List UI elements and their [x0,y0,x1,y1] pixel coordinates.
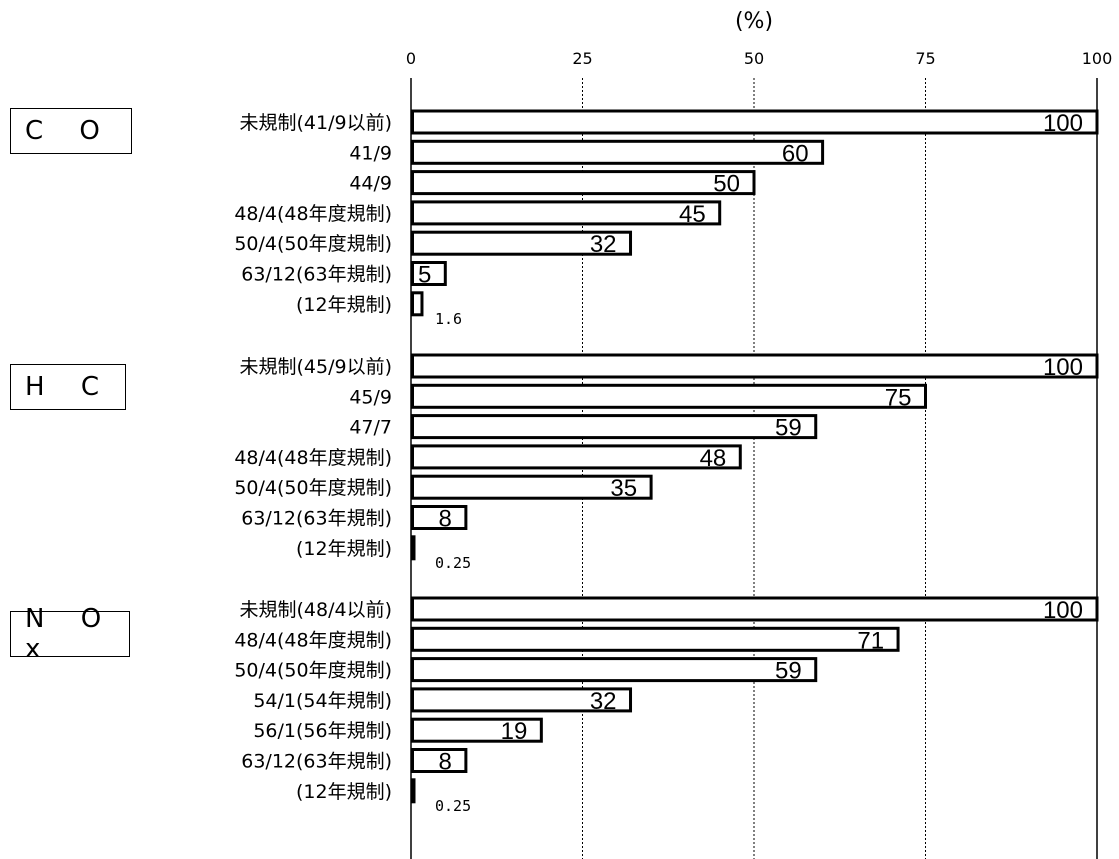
bar [411,444,742,470]
category-label: 未規制(41/9以前) [240,112,393,134]
value-label: 59 [775,415,802,442]
value-label: 100 [1043,354,1083,381]
value-label: 59 [775,658,802,685]
category-label: 63/12(63年規制) [241,264,392,286]
bar [411,261,447,286]
bar [411,596,1099,622]
x-tick-label: 0 [406,49,416,68]
bar [411,717,543,743]
value-label: 75 [885,384,912,411]
bar [411,291,424,317]
value-label: 48 [700,445,727,472]
bar [411,748,468,773]
bar [411,505,468,530]
category-label: 41/9 [349,142,392,164]
category-label: 54/1(54年規制) [253,690,392,712]
x-tick-label: 75 [915,49,935,68]
group-label-co: C O [10,108,132,154]
category-label: 50/4(50年度規制) [234,660,392,682]
bar [411,139,825,165]
unit-label: (%) [735,9,773,34]
bar [411,535,416,561]
bar [411,170,756,196]
bars: 100 60 50 45 32 5 1.6 100 75 59 48 35 8 0.25 100 71 59 32… [411,109,1099,815]
category-label: 44/9 [349,173,392,195]
category-label: 63/12(63年規制) [241,508,392,530]
category-label: 48/4(48年度規制) [234,629,392,651]
category-label: (12年規制) [296,294,392,316]
x-tick-label: 100 [1082,49,1113,68]
value-label: 1.6 [435,310,462,328]
value-label: 100 [1043,110,1083,137]
category-labels: 未規制(41/9以前) 41/9 44/9 48/4(48年度規制) 50/4(50年度… [234,112,392,803]
value-label: 35 [610,475,637,502]
value-label: 100 [1043,597,1083,624]
group-label-nox: N O x [10,604,130,664]
value-label: 32 [590,231,617,258]
x-tick-label: 25 [572,49,592,68]
category-label: (12年規制) [296,538,392,560]
category-label: 48/4(48年度規制) [234,203,392,225]
bar [411,414,818,440]
value-label: 0.25 [435,797,471,815]
category-label: 未規制(48/4以前) [240,599,393,621]
category-label: 未規制(45/9以前) [240,356,393,378]
bar [411,109,1099,135]
x-tick-label: 50 [744,49,764,68]
value-label: 60 [782,140,809,167]
category-label: (12年規制) [296,781,392,803]
category-label: 63/12(63年規制) [241,751,392,773]
value-label: 50 [713,171,740,198]
bar [411,626,900,652]
category-label: 45/9 [349,386,392,408]
value-label: 8 [439,749,452,776]
bar [411,383,927,409]
category-label: 56/1(56年規制) [253,720,392,742]
bar [411,657,818,683]
bar [411,200,722,226]
group-label-hc: H C [10,364,126,410]
category-label: 48/4(48年度規制) [234,447,392,469]
bar [411,778,416,804]
value-label: 71 [857,627,884,654]
value-label: 45 [679,201,706,228]
value-label: 5 [418,262,431,289]
value-label: 0.25 [435,554,471,572]
value-label: 32 [590,688,617,715]
category-label: 50/4(50年度規制) [234,477,392,499]
bar [411,474,653,500]
value-label: 19 [501,718,528,745]
category-label: 47/7 [349,417,392,439]
bar [411,353,1099,379]
bar [411,230,633,256]
category-label: 50/4(50年度規制) [234,233,392,255]
bar [411,687,633,713]
value-label: 8 [439,506,452,533]
